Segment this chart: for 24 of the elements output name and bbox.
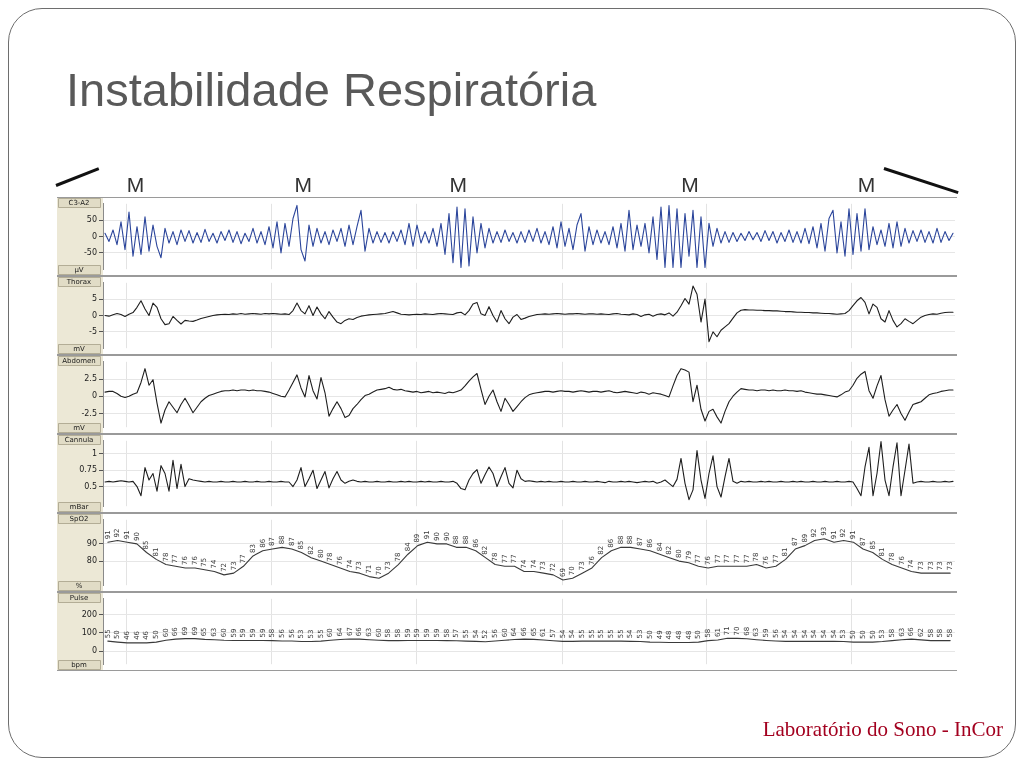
y-tick-label: 5 (91, 294, 97, 304)
y-tick-label: 0.5 (84, 481, 97, 491)
text: M (126, 173, 145, 196)
text: Laboratório do Sono - InCor (762, 717, 1003, 741)
text: M (681, 173, 699, 196)
y-tick-label: -50 (83, 247, 97, 257)
y-tick-label: 200 (81, 609, 97, 619)
y-tick-label: 90 (86, 538, 97, 548)
y-tick-label: 1 (91, 448, 97, 458)
y-tick-label: 0.75 (79, 465, 97, 475)
y-tick-label: 0 (91, 646, 97, 656)
y-tick-label: 50 (86, 215, 97, 225)
text: M (857, 173, 876, 196)
text: M (294, 173, 312, 196)
y-tick-label: 2.5 (84, 374, 97, 384)
y-tick-label: 100 (81, 627, 97, 637)
y-tick-label: 0 (91, 310, 97, 320)
y-tick-label: -5 (89, 326, 97, 336)
text: M (449, 173, 468, 196)
y-tick-label: 0 (91, 391, 97, 401)
y-tick-label: 80 (86, 556, 97, 566)
y-tick-label: 0 (91, 231, 97, 241)
text: Instabilidade Respiratória (66, 62, 597, 117)
y-tick-label: -2.5 (81, 408, 97, 418)
